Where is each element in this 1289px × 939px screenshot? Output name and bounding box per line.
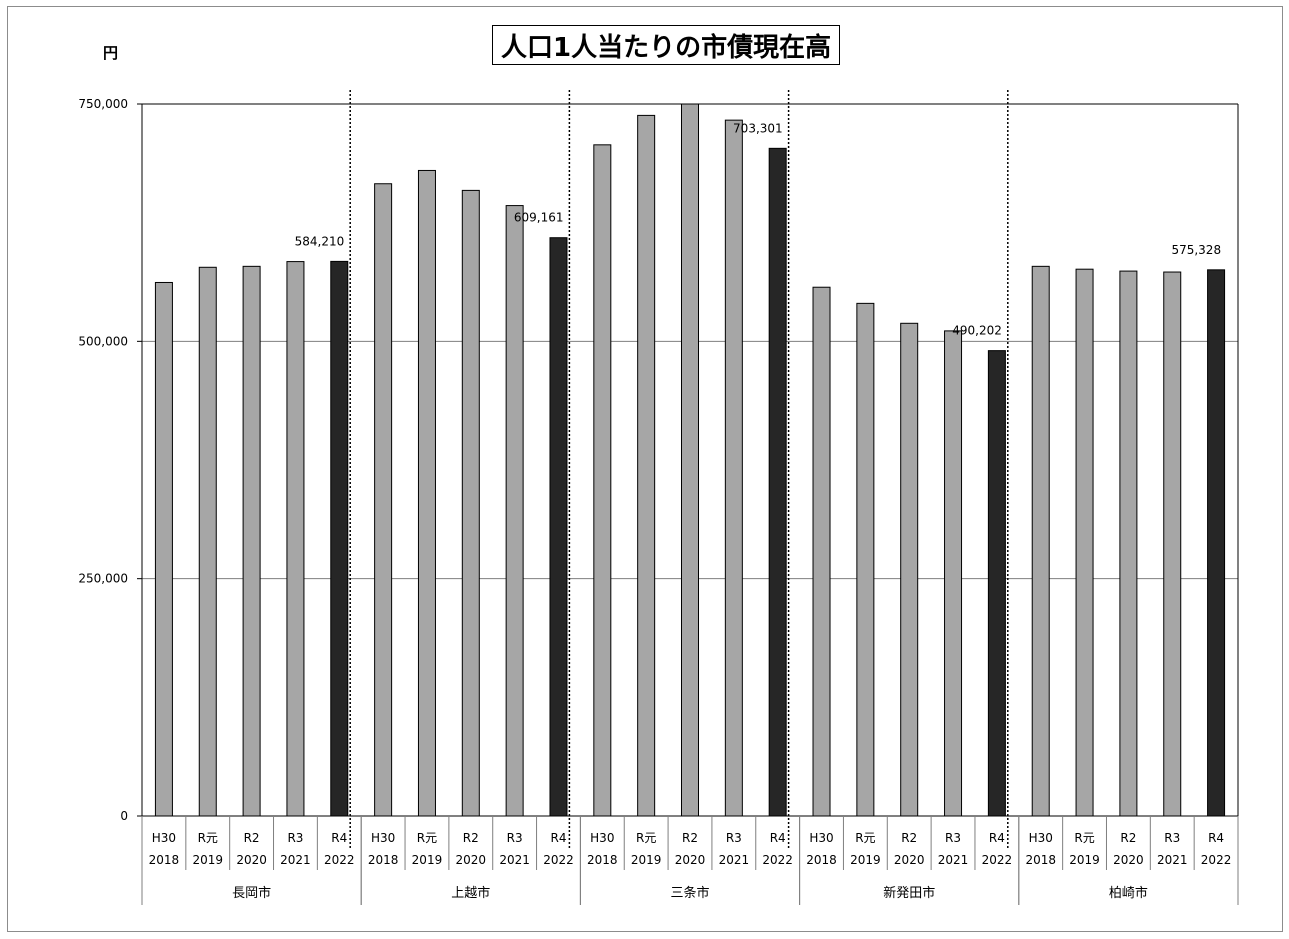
- bar: [812, 286, 831, 817]
- x-tick-label-era: R3: [945, 831, 961, 845]
- bar-latest: [549, 237, 568, 817]
- x-tick-label-era: H30: [590, 831, 614, 845]
- data-label: 575,328: [1171, 243, 1221, 257]
- x-tick-label-year: 2019: [192, 853, 223, 867]
- data-label: 584,210: [295, 234, 345, 248]
- x-tick-label-year: 2022: [982, 853, 1013, 867]
- x-tick-label-era: H30: [371, 831, 395, 845]
- x-tick-label-era: R3: [726, 831, 742, 845]
- x-tick-label-era: R4: [770, 831, 786, 845]
- x-tick-label-era: R元: [636, 831, 656, 845]
- bar: [681, 103, 699, 817]
- x-tick-label-era: H30: [152, 831, 176, 845]
- x-tick-label-year: 2021: [1157, 853, 1188, 867]
- bar: [856, 302, 875, 817]
- x-tick-label-year: 2019: [850, 853, 881, 867]
- bar: [154, 281, 173, 817]
- bar-latest: [330, 260, 349, 817]
- bar: [724, 119, 743, 817]
- group-label: 新発田市: [883, 885, 935, 901]
- x-tick-label-year: 2020: [456, 853, 487, 867]
- bar: [593, 144, 612, 817]
- data-label: 703,301: [733, 121, 783, 135]
- x-tick-label-era: R元: [198, 831, 218, 845]
- x-tick-label-year: 2019: [412, 853, 443, 867]
- x-tick-label-era: R4: [1208, 831, 1224, 845]
- x-tick-label-era: H30: [1029, 831, 1053, 845]
- data-label: 490,202: [952, 324, 1002, 338]
- y-tick-label: 750,000: [78, 97, 128, 111]
- x-tick-label-era: R元: [1074, 831, 1094, 845]
- bar: [505, 205, 524, 817]
- x-tick-label-year: 2021: [499, 853, 530, 867]
- bar: [417, 169, 436, 817]
- bar: [1163, 271, 1182, 817]
- group-label: 上越市: [451, 885, 490, 901]
- x-tick-label-year: 2022: [543, 853, 574, 867]
- x-tick-label-year: 2020: [894, 853, 925, 867]
- bar: [1031, 265, 1050, 817]
- x-tick-label-era: R2: [463, 831, 479, 845]
- x-tick-label-era: R元: [417, 831, 437, 845]
- y-tick-label: 250,000: [78, 572, 128, 586]
- bar-latest: [768, 147, 787, 817]
- x-tick-label-era: R2: [1120, 831, 1136, 845]
- bar: [1119, 270, 1138, 817]
- x-tick-label-year: 2020: [675, 853, 706, 867]
- x-tick-label-year: 2018: [368, 853, 399, 867]
- x-tick-label-year: 2021: [938, 853, 969, 867]
- x-tick-label-year: 2022: [762, 853, 793, 867]
- group-label: 柏崎市: [1109, 885, 1148, 901]
- bar: [637, 114, 656, 817]
- x-tick-label-year: 2022: [1201, 853, 1232, 867]
- x-tick-label-era: R3: [507, 831, 523, 845]
- y-tick-label: 500,000: [78, 334, 128, 348]
- bar: [1075, 268, 1094, 817]
- x-tick-label-era: R2: [682, 831, 698, 845]
- bar: [198, 266, 217, 817]
- bar: [242, 265, 261, 817]
- bar: [944, 330, 963, 817]
- bar: [461, 189, 480, 817]
- bar-latest: [987, 350, 1006, 817]
- y-tick-label: 0: [120, 809, 128, 823]
- x-tick-label-year: 2022: [324, 853, 355, 867]
- x-tick-label-era: R4: [989, 831, 1005, 845]
- group-label: 長岡市: [232, 885, 271, 901]
- chart-title: 人口1人当たりの市債現在高: [492, 25, 841, 65]
- x-tick-label-year: 2019: [1069, 853, 1100, 867]
- group-label: 三条市: [670, 885, 709, 901]
- x-tick-label-year: 2021: [280, 853, 311, 867]
- x-tick-label-era: H30: [809, 831, 833, 845]
- x-tick-label-year: 2018: [587, 853, 618, 867]
- x-tick-label-year: 2018: [1025, 853, 1056, 867]
- x-tick-label-era: R3: [1164, 831, 1180, 845]
- x-tick-label-year: 2018: [149, 853, 180, 867]
- x-tick-label-year: 2020: [1113, 853, 1144, 867]
- x-tick-label-year: 2021: [719, 853, 750, 867]
- x-tick-label-year: 2018: [806, 853, 837, 867]
- data-label: 609,161: [514, 211, 564, 225]
- y-unit-label: 円: [103, 44, 119, 62]
- x-tick-label-era: R2: [244, 831, 260, 845]
- bar: [286, 261, 305, 817]
- x-tick-label-era: R元: [855, 831, 875, 845]
- bar: [374, 183, 393, 817]
- x-tick-label-era: R3: [287, 831, 303, 845]
- x-tick-label-era: R4: [550, 831, 566, 845]
- x-tick-label-year: 2020: [236, 853, 267, 867]
- chart-frame: [7, 6, 1283, 932]
- x-tick-label-year: 2019: [631, 853, 662, 867]
- bar-latest: [1207, 269, 1226, 817]
- x-tick-label-era: R2: [901, 831, 917, 845]
- x-tick-label-era: R4: [331, 831, 347, 845]
- bar: [900, 322, 919, 817]
